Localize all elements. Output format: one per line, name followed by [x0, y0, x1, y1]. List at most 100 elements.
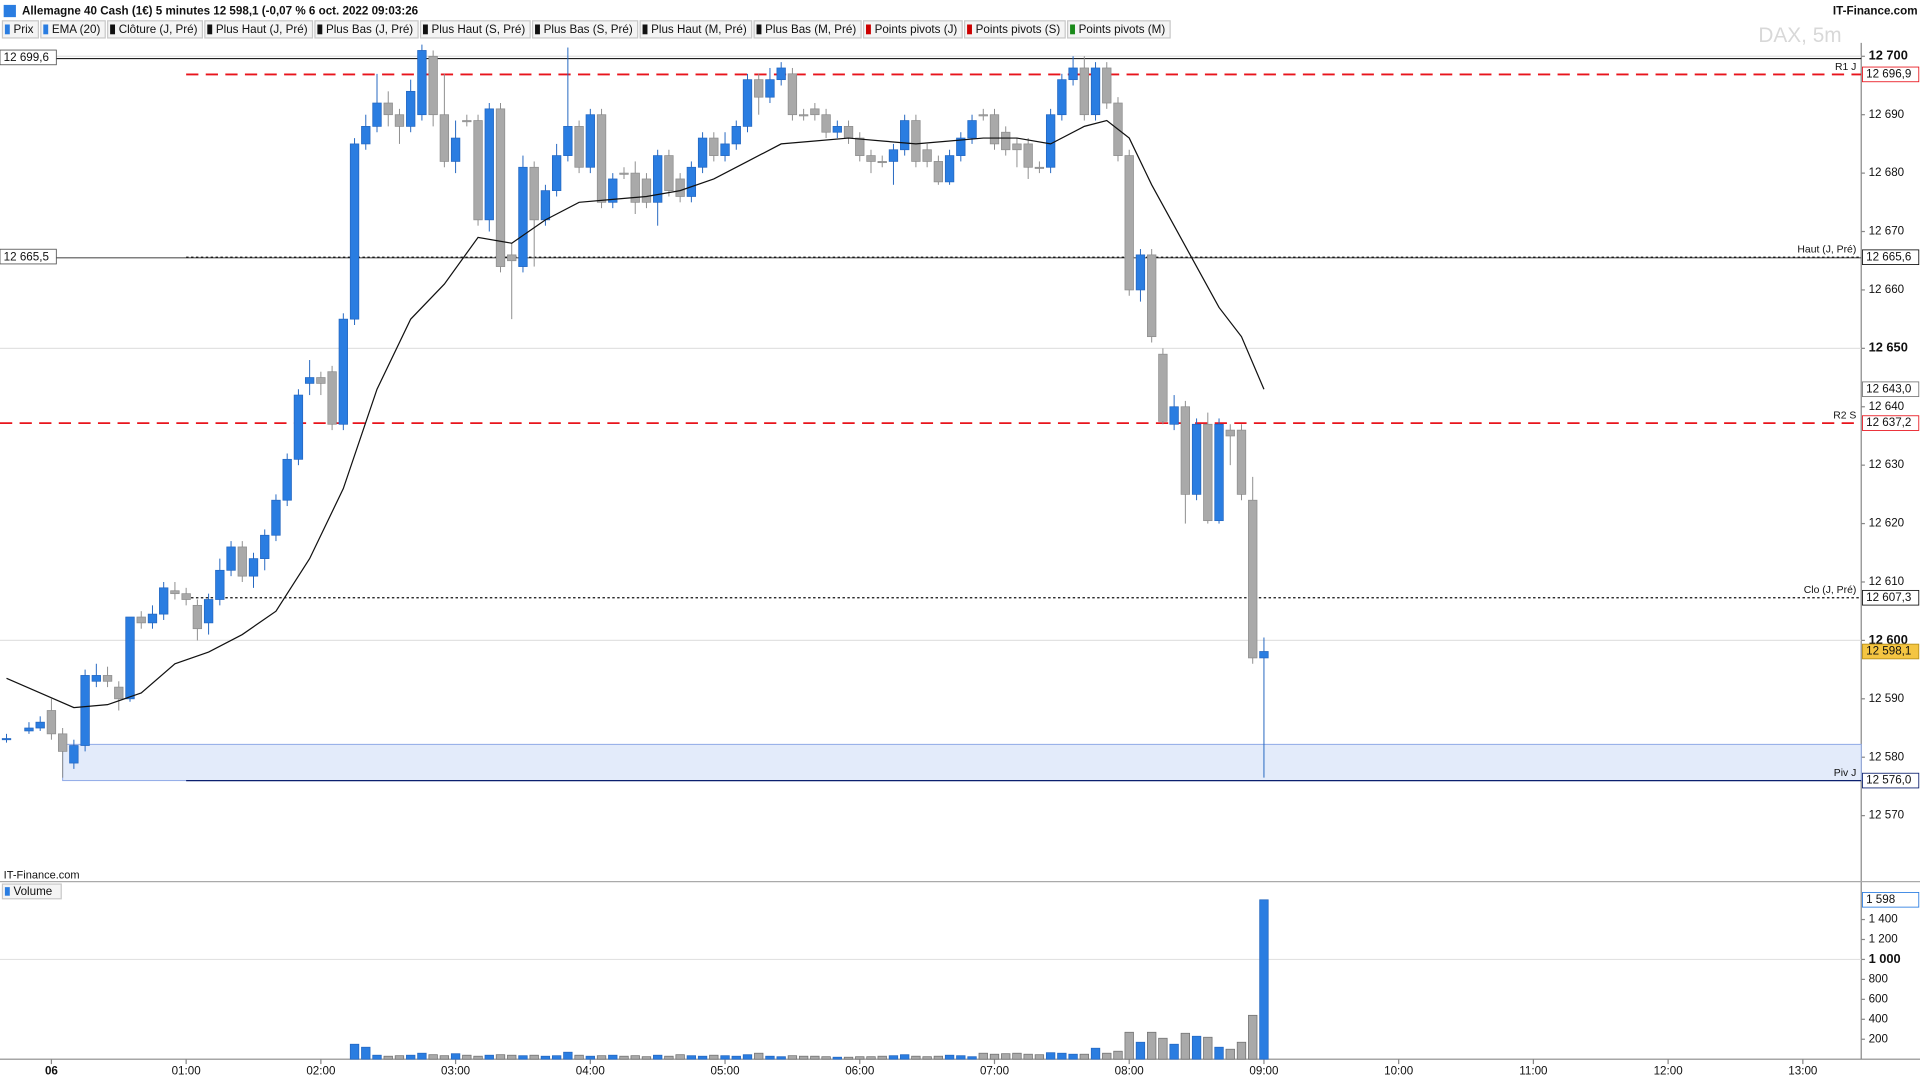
volume-bar — [877, 1055, 887, 1060]
volume-bar — [596, 1055, 607, 1060]
last-volume-box — [1862, 892, 1920, 908]
header-source: IT-Finance.com — [1833, 5, 1918, 18]
level-label: 12 696,9 — [1866, 67, 1911, 80]
volume-bar — [720, 1055, 730, 1060]
candle-body — [46, 710, 57, 735]
y-tick-label: 12 680 — [1869, 166, 1905, 179]
candle-body — [1147, 254, 1157, 338]
y-tick-label: 12 700 — [1869, 48, 1908, 63]
candle-body — [282, 458, 292, 501]
volume-bar — [450, 1053, 461, 1060]
volume-bar — [1225, 1048, 1235, 1060]
level-name: Clo (J, Pré) — [1804, 585, 1857, 596]
candle-body — [1102, 67, 1112, 104]
left-label-box — [0, 248, 57, 265]
candle-body — [57, 733, 68, 752]
candle-body — [361, 126, 371, 145]
volume-bar — [406, 1054, 416, 1060]
y-tick-label: 12 660 — [1869, 283, 1905, 296]
candle-body — [731, 126, 741, 145]
volume-bar — [372, 1054, 382, 1060]
level-label-box — [1862, 415, 1920, 431]
candle-body — [1057, 79, 1067, 116]
toolbar-tab — [531, 20, 639, 39]
candle-body — [821, 114, 831, 133]
volume-bar — [956, 1055, 966, 1060]
x-tick-label: 12:00 — [1654, 1065, 1684, 1078]
candle-body — [900, 120, 910, 151]
candle-body — [596, 114, 607, 203]
volume-bar — [563, 1051, 573, 1060]
y-tick-label: 1 000 — [1869, 951, 1901, 966]
x-tick-label: 06:00 — [845, 1065, 875, 1078]
level-label-box — [1862, 66, 1920, 83]
level-name: R2 S — [1833, 411, 1856, 422]
candle-body — [664, 155, 674, 192]
volume-bar — [1169, 1043, 1179, 1060]
candle-body — [192, 604, 203, 630]
candle-body — [114, 686, 124, 700]
candle-body — [1214, 423, 1224, 522]
toolbar-swatch — [422, 24, 428, 35]
volume-tab — [1, 883, 62, 900]
candle-body — [675, 178, 685, 197]
candle-body — [1001, 131, 1011, 151]
candle-body — [1023, 143, 1033, 168]
toolbar-swatch — [4, 24, 10, 35]
candle-body — [462, 120, 472, 123]
toolbar-tab — [753, 20, 862, 39]
toolbar-swatch — [642, 24, 648, 35]
candle-body — [911, 120, 921, 162]
candle-body — [832, 126, 842, 133]
candle-body — [720, 143, 730, 156]
candle-body — [394, 114, 405, 127]
toolbar-tab — [40, 20, 106, 39]
x-tick-label: 13:00 — [1788, 1065, 1818, 1078]
candle-body — [585, 114, 595, 168]
candle-body — [260, 534, 270, 559]
ema-label-box — [1862, 381, 1920, 398]
toolbar-label: Plus Haut (M, Pré) — [651, 23, 747, 36]
candle-body — [102, 675, 113, 682]
candle-body — [69, 745, 79, 764]
y-tick-label: 1 200 — [1869, 933, 1899, 946]
volume-bar — [518, 1055, 528, 1060]
candle-body — [630, 172, 640, 203]
candle-body — [271, 499, 281, 536]
candle-body — [215, 569, 225, 600]
toolbar-label: Plus Haut (J, Pré) — [216, 23, 308, 36]
y-tick-label: 800 — [1869, 972, 1889, 985]
volume-bar — [1147, 1031, 1157, 1060]
candle-body — [1012, 143, 1022, 151]
volume-bar — [798, 1055, 809, 1060]
volume-bar — [1079, 1053, 1089, 1060]
toolbar-tab — [107, 20, 204, 39]
ema-label: 12 643,0 — [1866, 382, 1912, 395]
volume-title: Volume — [13, 885, 52, 898]
candle-body — [1236, 429, 1247, 495]
volume-bar — [1236, 1041, 1247, 1060]
x-tick-label: 06 — [45, 1065, 58, 1078]
candle-body — [304, 377, 315, 384]
candle-body — [484, 108, 494, 221]
toolbar-swatch — [110, 24, 116, 35]
x-tick-label: 07:00 — [980, 1065, 1010, 1078]
y-tick-label: 400 — [1869, 1012, 1889, 1025]
candle-body — [417, 50, 427, 116]
candle-body — [843, 126, 854, 139]
volume-bar — [1158, 1037, 1168, 1060]
y-tick-label: 12 600 — [1869, 632, 1908, 647]
toolbar-tab — [1067, 20, 1171, 39]
volume-bar — [787, 1055, 798, 1060]
candle-body — [922, 149, 932, 162]
toolbar-swatch — [1070, 24, 1075, 35]
level-label: 12 665,6 — [1866, 250, 1911, 263]
x-tick-label: 09:00 — [1249, 1065, 1279, 1078]
volume-bar — [933, 1055, 944, 1060]
candle-body — [866, 155, 876, 162]
candle-body — [147, 613, 158, 624]
candle-body — [507, 254, 517, 262]
toolbar-tab — [204, 20, 314, 39]
candle-body — [473, 120, 483, 221]
